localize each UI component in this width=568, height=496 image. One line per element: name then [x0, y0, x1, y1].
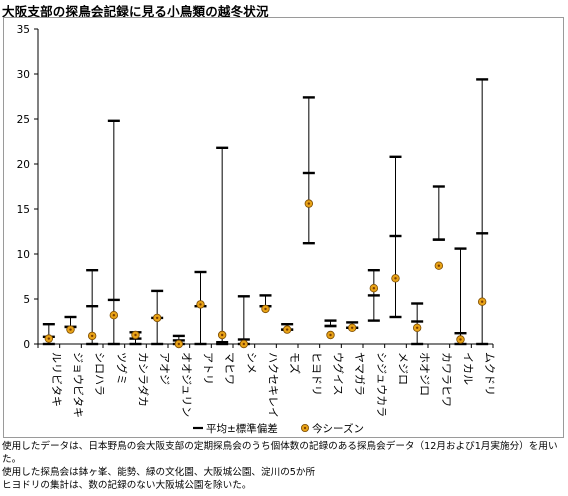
y-tick-labels: 0 5 10 15 20 25 30 35 [17, 24, 30, 351]
x-tick-label: ヤマガラ [353, 352, 366, 396]
season-marker-core [394, 277, 397, 280]
season-marker-core [415, 326, 419, 329]
x-tick-labels: ルリビタキ ジョウビタキ シロハラ ツグミ カシラダカ アオジ オオジュリン アトリ マヒワ シメ… [50, 352, 496, 418]
error-bar [302, 96, 315, 245]
x-tick-label: シジュウカラ [375, 352, 388, 417]
season-marker-core [437, 264, 441, 267]
x-tick-label: モズ [288, 352, 302, 374]
x-tick-label: マヒワ [223, 352, 236, 385]
season-marker-core [459, 338, 462, 341]
season-marker-core [264, 307, 267, 311]
y-tick-label: 0 [23, 339, 30, 351]
season-marker-core [177, 342, 181, 346]
x-tick-label: アトリ [202, 352, 215, 385]
season-marker-core [155, 316, 159, 320]
legend-season-label: 今シーズン [312, 422, 364, 435]
x-tick-label: ヒヨドリ [310, 352, 323, 396]
caption-line-1: 使用したデータは、日本野鳥の会大阪支部の定期探鳥会のうち個体数の記録のある探鳥会… [2, 441, 558, 465]
x-tick-label: イカル [462, 352, 475, 385]
chart-frame [3, 17, 564, 438]
season-marker-core [47, 337, 51, 340]
error-bar [216, 146, 229, 346]
x-tick-label: シメ [245, 352, 258, 374]
error-bar [107, 119, 120, 346]
caption-line-3: ヒヨドリの集計は、数の記録のない大阪城公園を除いた。 [2, 480, 252, 491]
season-marker-core [69, 328, 72, 331]
x-tick-label: ホオジロ [418, 352, 431, 396]
season-marker-core [372, 287, 376, 290]
error-bar [454, 247, 467, 346]
season-marker-core [307, 202, 311, 205]
x-tick-label: ジョウビタキ [72, 352, 85, 418]
y-tick-label: 5 [23, 294, 30, 306]
error-bar [389, 155, 402, 319]
legend: 平均±標準偏差 今シーズン [193, 422, 364, 435]
legend-item-errorbar: 平均±標準偏差 [193, 422, 278, 435]
season-marker-core [220, 333, 224, 337]
y-tick-label: 20 [17, 159, 30, 171]
caption-line-2: 使用した探鳥会は鉢ヶ峯、能勢、緑の文化園、大阪城公園、淀川の5か所 [2, 467, 316, 478]
x-tick-label: シロハラ [93, 352, 106, 396]
x-tick-label: メジロ [397, 352, 410, 385]
legend-season-swatch-core [303, 426, 307, 430]
error-bar [432, 185, 445, 241]
legend-item-season: 今シーズン [300, 422, 364, 435]
error-bar [64, 315, 77, 329]
chart-svg: 0 5 10 15 20 25 30 35 ルリビタキ ジョウビタキ シロハラ ツグミ カシラダカ アオ… [17, 24, 497, 435]
y-tick-label: 35 [17, 24, 30, 36]
season-marker-core [480, 300, 484, 303]
season-marker-core [242, 342, 246, 346]
season-marker-core [134, 333, 137, 337]
x-tick-label: カシラダカ [137, 352, 151, 407]
x-tick-label: ツグミ [115, 352, 129, 385]
error-bar [237, 295, 250, 346]
x-tick-label: ウグイス [332, 352, 346, 396]
axes [34, 28, 494, 348]
x-tick-label: ハクセキレイ [267, 352, 280, 418]
x-tick-label: アオジ [158, 352, 171, 385]
season-marker-core [199, 303, 202, 306]
season-marker-core [112, 314, 116, 317]
chart-title: 大阪支部の探鳥会記録に見る小鳥類の越冬状況 [2, 4, 269, 19]
x-tick-label: オオジュリン [180, 352, 193, 417]
y-tick-label: 15 [17, 204, 30, 216]
error-bars [42, 78, 489, 346]
season-marker-core [329, 333, 332, 337]
x-tick-label: カワラヒワ [440, 352, 453, 407]
season-marker-core [350, 326, 354, 329]
y-tick-label: 25 [17, 114, 30, 126]
season-marker-core [285, 328, 289, 331]
error-bar [324, 319, 337, 328]
error-bar [367, 269, 380, 322]
legend-errorbar-label: 平均±標準偏差 [206, 422, 278, 435]
season-markers [44, 199, 487, 349]
x-tick-label: ムクドリ [483, 352, 496, 396]
y-tick-label: 30 [17, 69, 30, 81]
season-marker-core [90, 334, 94, 338]
error-bar [259, 294, 272, 308]
x-tick-label: ルリビタキ [50, 352, 63, 407]
y-tick-label: 10 [17, 249, 30, 261]
